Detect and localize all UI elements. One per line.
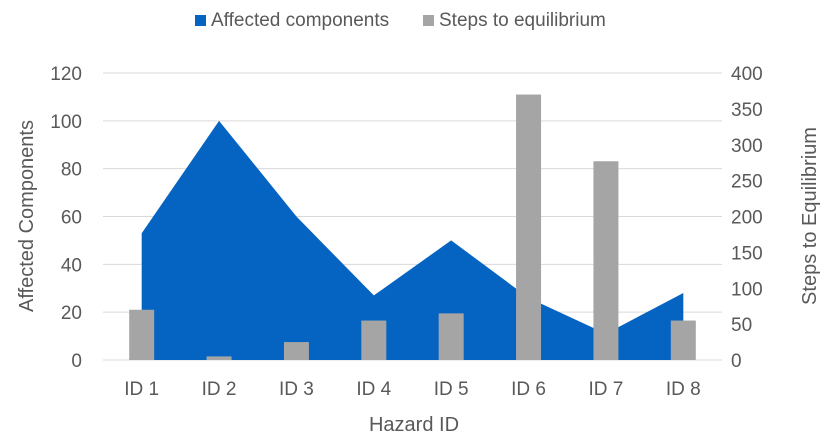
y-tick-label: 60 [61, 208, 82, 229]
y-tick-label: 40 [61, 255, 82, 276]
y2-axis-title: Steps to Equilibrium [799, 127, 821, 305]
legend-swatch-affected-components [195, 15, 206, 26]
bar-steps-to-equilibrium [593, 161, 619, 360]
x-axis-title: Hazard ID [369, 414, 459, 436]
y-tick-label: 100 [50, 112, 82, 133]
x-tick-label: ID 6 [511, 379, 546, 400]
x-tick-label: ID 4 [356, 379, 391, 400]
area-affected-components [141, 120, 684, 360]
y2-tick-label: 150 [731, 243, 763, 264]
legend-label-steps-to-equilibrium: Steps to equilibrium [439, 10, 606, 31]
area-series-group [141, 120, 684, 360]
bar-steps-to-equilibrium [438, 313, 464, 360]
y2-tick-label: 100 [731, 279, 763, 300]
bar-steps-to-equilibrium [206, 356, 232, 360]
y-tick-label: 20 [61, 303, 82, 324]
y2-tick-label: 250 [731, 172, 763, 193]
legend-swatch-steps-to-equilibrium [423, 15, 434, 26]
right-axis-ticks: 0 50 100 150 200 250 300 350 400 [731, 64, 763, 372]
bar-steps-to-equilibrium [129, 309, 155, 360]
bar-steps-to-equilibrium [283, 342, 309, 360]
x-tick-label: ID 3 [279, 379, 314, 400]
bar-steps-to-equilibrium [361, 320, 387, 360]
y-axis-title: Affected Components [16, 120, 38, 312]
y2-tick-label: 300 [731, 136, 763, 157]
y2-tick-label: 200 [731, 208, 763, 229]
legend: Affected components Steps to equilibrium [195, 10, 606, 31]
y2-tick-label: 0 [731, 351, 742, 372]
y2-tick-label: 350 [731, 100, 763, 121]
y2-tick-label: 50 [731, 315, 752, 336]
legend-label-affected-components: Affected components [211, 10, 389, 31]
y-tick-label: 0 [71, 351, 82, 372]
y2-tick-label: 400 [731, 64, 763, 85]
x-tick-label: ID 8 [666, 379, 701, 400]
x-tick-label: ID 2 [202, 379, 237, 400]
x-tick-label: ID 1 [124, 379, 159, 400]
x-axis-ticks: ID 1 ID 2 ID 3 ID 4 ID 5 ID 6 ID 7 ID 8 [124, 379, 700, 400]
y-tick-label: 120 [50, 64, 82, 85]
left-axis-ticks: 0 20 40 60 80 100 120 [50, 64, 82, 372]
x-tick-label: ID 7 [589, 379, 624, 400]
y-tick-label: 80 [61, 160, 82, 181]
bar-series-group [129, 94, 696, 361]
x-tick-label: ID 5 [434, 379, 469, 400]
bar-steps-to-equilibrium [516, 94, 542, 361]
bar-steps-to-equilibrium [670, 320, 696, 360]
